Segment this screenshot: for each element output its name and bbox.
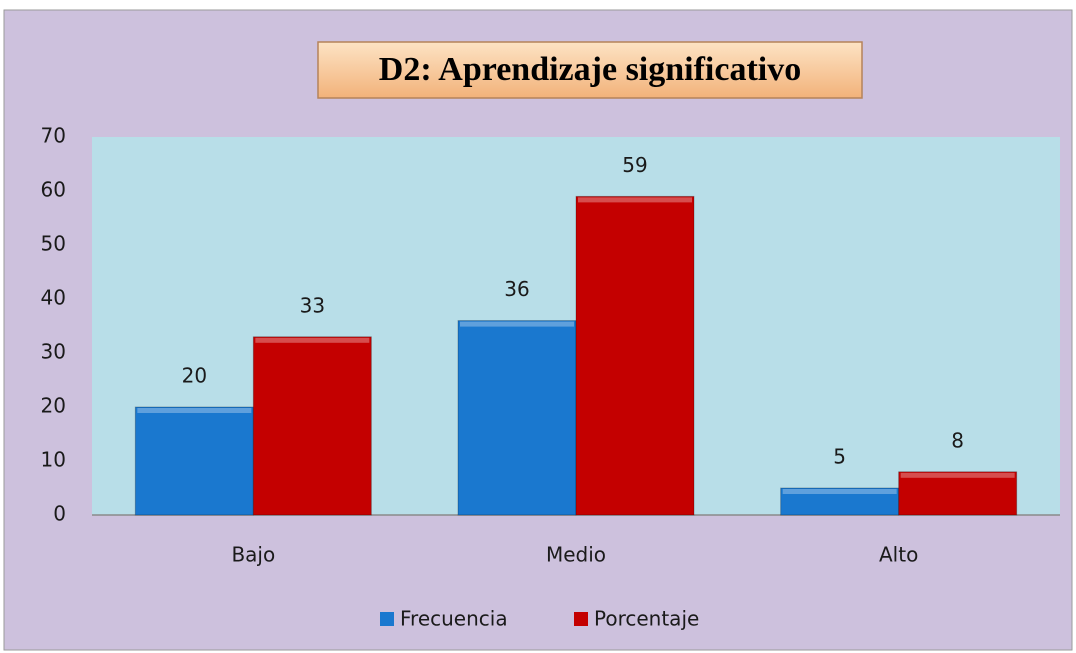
x-tick-label: Bajo	[231, 543, 275, 567]
data-label: 8	[951, 428, 964, 452]
legend-label: Frecuencia	[400, 607, 508, 631]
y-tick-label: 70	[41, 124, 66, 148]
y-tick-label: 20	[41, 394, 66, 418]
bar	[457, 320, 577, 516]
data-label: 5	[833, 445, 846, 469]
data-label: 20	[182, 364, 207, 388]
legend-label: Porcentaje	[594, 607, 699, 631]
x-tick-label: Medio	[546, 543, 606, 567]
legend-swatch	[380, 612, 394, 626]
title-box	[317, 41, 863, 99]
bar-highlight	[900, 472, 1015, 478]
y-tick-label: 0	[53, 502, 66, 526]
y-tick-label: 60	[41, 178, 66, 202]
bar	[780, 487, 900, 516]
x-tick-label: Alto	[879, 543, 918, 567]
bar	[134, 406, 254, 516]
bar-highlight	[578, 197, 692, 203]
bar-highlight	[255, 337, 370, 343]
bar-highlight	[460, 321, 574, 327]
y-tick-label: 30	[41, 340, 66, 364]
bar-highlight	[782, 489, 897, 494]
data-label: 59	[622, 153, 647, 177]
y-tick-label: 50	[41, 232, 66, 256]
bar	[575, 195, 695, 516]
bar	[898, 471, 1018, 516]
chart-title: D2: Aprendizaje significativo	[379, 51, 801, 88]
bar	[252, 336, 372, 516]
data-label: 36	[504, 277, 529, 301]
bar-highlight	[137, 408, 252, 413]
legend-swatch	[574, 612, 588, 626]
y-tick-label: 40	[41, 286, 66, 310]
data-label: 33	[300, 293, 325, 317]
y-tick-label: 10	[41, 448, 66, 472]
